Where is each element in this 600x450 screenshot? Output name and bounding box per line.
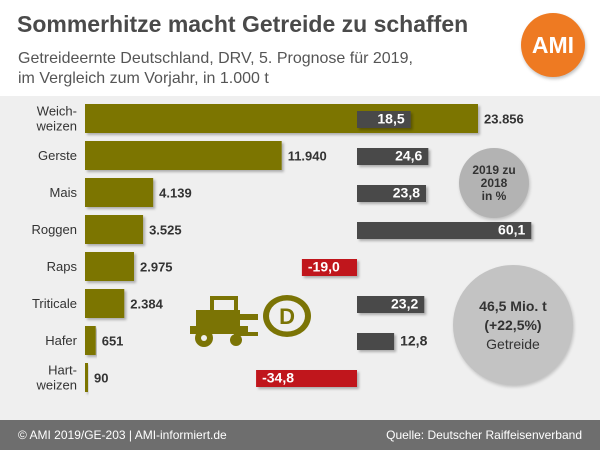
volume-bar bbox=[85, 363, 88, 392]
volume-value-label: 23.856 bbox=[484, 112, 524, 127]
change-badge: 2019 zu 2018 in % bbox=[459, 148, 529, 218]
volume-bar bbox=[85, 326, 96, 355]
volume-value-label: 11.940 bbox=[288, 149, 327, 164]
change-value-label: 60,1 bbox=[498, 222, 525, 238]
category-label: Mais bbox=[50, 185, 78, 200]
volume-value-label: 90 bbox=[94, 371, 108, 386]
volume-bar bbox=[85, 252, 135, 281]
category-label: Raps bbox=[47, 259, 78, 274]
change-bar bbox=[357, 148, 429, 165]
volume-bar bbox=[85, 289, 125, 318]
change-label-line1: 2019 zu bbox=[472, 162, 516, 177]
volume-bar bbox=[85, 178, 154, 207]
category-label: Gerste bbox=[38, 148, 77, 163]
category-label: Hart-weizen bbox=[36, 363, 77, 393]
total-label: Getreide bbox=[486, 335, 540, 352]
change-bar bbox=[357, 333, 395, 350]
ami-logo: AMI bbox=[521, 13, 585, 77]
page-title: Sommerhitze macht Getreide zu schaffen bbox=[17, 11, 469, 37]
change-bar bbox=[357, 296, 425, 313]
change-bar bbox=[301, 259, 357, 276]
category-label: Weich-weizen bbox=[36, 104, 77, 134]
change-label-line3: in % bbox=[481, 188, 507, 203]
volume-value-label: 3.525 bbox=[149, 223, 182, 238]
volume-bar bbox=[85, 215, 144, 244]
total-change: (+22,5%) bbox=[484, 316, 542, 333]
change-bar bbox=[357, 222, 532, 239]
change-value-label: -34,8 bbox=[262, 370, 294, 386]
source-note: Quelle: Deutscher Raiffeisenverband bbox=[386, 428, 582, 442]
logo-text: AMI bbox=[531, 31, 575, 58]
category-label: Triticale bbox=[32, 296, 77, 311]
change-bar bbox=[357, 185, 427, 202]
subtitle-line-1: Getreideernte Deutschland, DRV, 5. Progn… bbox=[18, 50, 413, 67]
total-badge: 46,5 Mio. t (+22,5%) Getreide bbox=[453, 265, 573, 385]
total-value: 46,5 Mio. t bbox=[479, 297, 547, 314]
volume-value-label: 2.384 bbox=[130, 297, 163, 312]
change-bar bbox=[357, 111, 411, 128]
change-value-label: 12,8 bbox=[400, 333, 427, 349]
grain-harvest-chart: Weich-weizen 23.856 Gerste 11.940 Mais 4.139 R… bbox=[31, 104, 532, 393]
volume-value-label: 651 bbox=[102, 334, 124, 349]
svg-text:D: D bbox=[279, 304, 295, 329]
germany-d-badge-icon: D bbox=[263, 295, 311, 337]
volume-bar bbox=[85, 104, 478, 133]
change-value-label: 23,8 bbox=[393, 185, 420, 201]
combine-harvester-icon bbox=[190, 296, 258, 347]
change-value-label: 23,2 bbox=[391, 296, 418, 312]
copyright-link[interactable]: © AMI 2019/GE-203 | AMI-informiert.de bbox=[18, 428, 227, 442]
header-band bbox=[0, 0, 600, 96]
change-label-line2: 2018 bbox=[480, 175, 508, 190]
volume-value-label: 4.139 bbox=[159, 186, 192, 201]
volume-value-label: 2.975 bbox=[140, 260, 173, 275]
category-label: Hafer bbox=[45, 333, 77, 348]
volume-bar bbox=[85, 141, 282, 170]
subtitle-line-2: im Vergleich zum Vorjahr, in 1.000 t bbox=[18, 70, 269, 87]
category-label: Roggen bbox=[31, 222, 77, 237]
change-value-label: 18,5 bbox=[377, 111, 404, 127]
change-value-label: -19,0 bbox=[308, 259, 340, 275]
change-bar bbox=[256, 370, 357, 387]
change-value-label: 24,6 bbox=[395, 148, 422, 164]
footer: © AMI 2019/GE-203 | AMI-informiert.de Qu… bbox=[0, 420, 600, 450]
